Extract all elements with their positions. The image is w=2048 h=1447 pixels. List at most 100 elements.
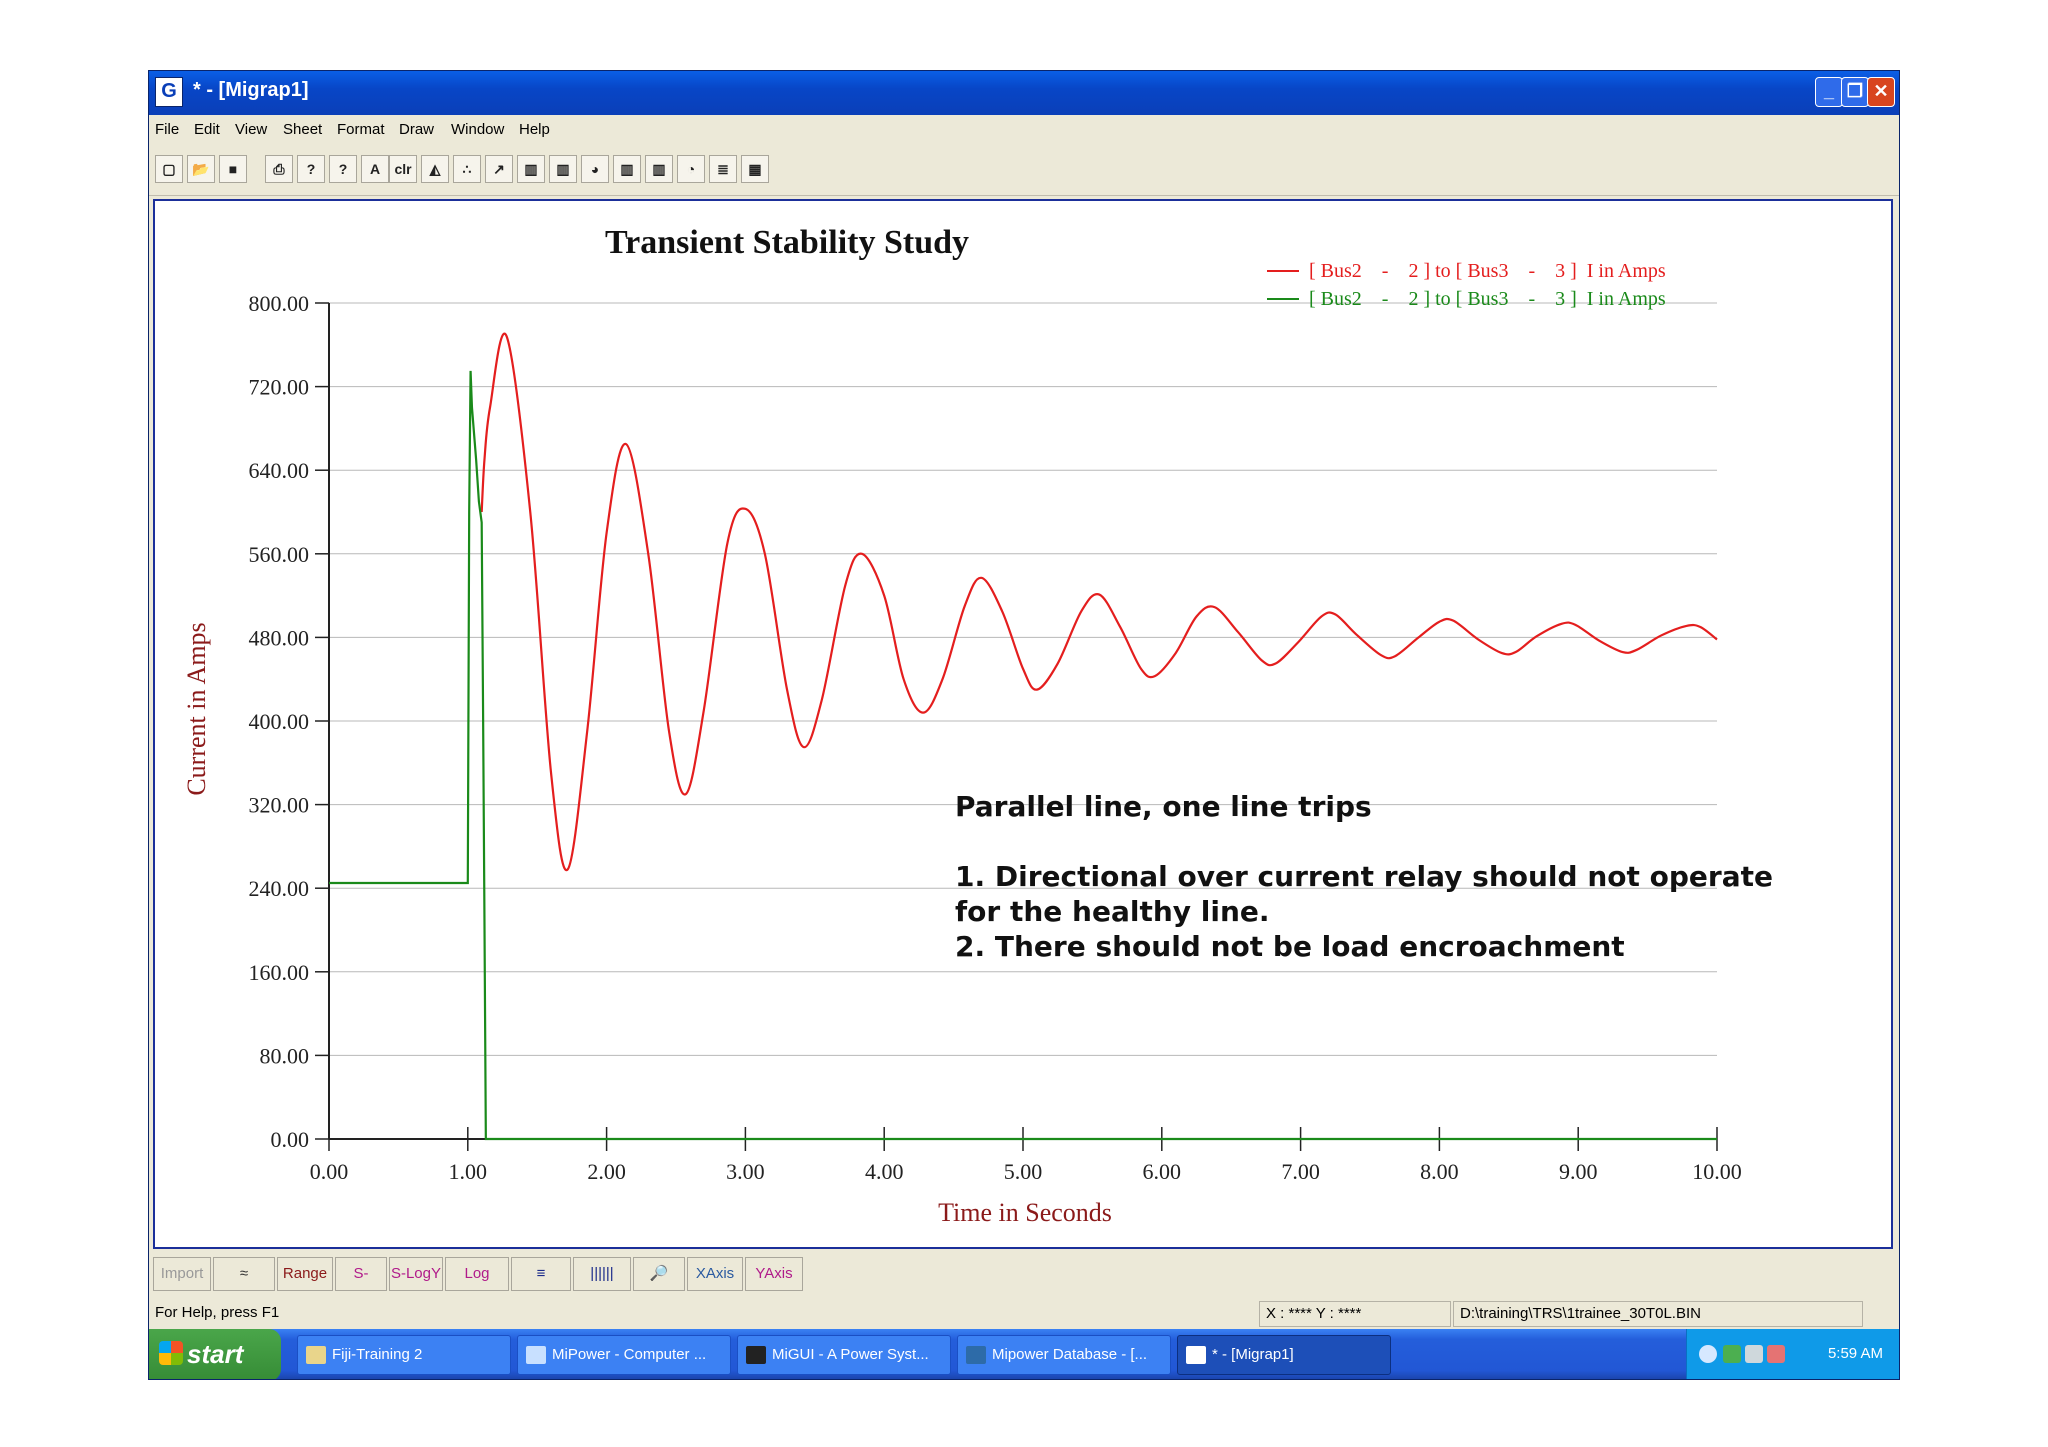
title-bar[interactable]: G * - [Migrap1] _ ❐ ✕ <box>149 71 1899 115</box>
y-axis-button[interactable]: YAxis <box>745 1257 803 1291</box>
semi-log-x-button[interactable]: S-LogX <box>335 1257 387 1314</box>
task-mipower-database[interactable]: Mipower Database - [... <box>957 1335 1171 1375</box>
pie-chart-2-icon[interactable]: ◔ <box>677 155 705 183</box>
task-label: * - [Migrap1] <box>1212 1346 1294 1363</box>
status-help: For Help, press F1 <box>155 1304 280 1321</box>
y-tick-label: 320.00 <box>249 793 310 818</box>
line-chart-icon[interactable]: ↗ <box>485 155 513 183</box>
open-folder-icon[interactable]: 📂 <box>187 155 215 183</box>
close-button[interactable]: ✕ <box>1867 77 1895 107</box>
series-layer <box>329 332 1718 1141</box>
database-icon <box>966 1346 986 1364</box>
x-tick-label: 9.00 <box>1559 1159 1598 1184</box>
context-help-icon[interactable]: ? <box>329 155 357 183</box>
new-file-icon[interactable]: ▢ <box>155 155 183 183</box>
window-title: * - [Migrap1] <box>193 79 309 101</box>
start-button[interactable]: start <box>149 1329 281 1379</box>
y-tick-label: 240.00 <box>249 876 310 901</box>
semi-log-y-button[interactable]: S-LogY <box>389 1257 443 1291</box>
menu-edit[interactable]: Edit <box>194 121 220 138</box>
network-icon[interactable] <box>1723 1345 1741 1363</box>
print-icon[interactable]: ⎙ <box>265 155 293 183</box>
x-tick-label: 6.00 <box>1143 1159 1182 1184</box>
chart-toolbar: Import≈RangeS-LogXS-LogYLog≡||||||🔎XAxis… <box>149 1249 1899 1314</box>
x-tick-label: 3.00 <box>726 1159 765 1184</box>
x-tick-label: 7.00 <box>1281 1159 1320 1184</box>
task-mipower[interactable]: MiPower - Computer ... <box>517 1335 731 1375</box>
task-label: MiPower - Computer ... <box>552 1346 707 1363</box>
status-coords: X : **** Y : **** <box>1259 1301 1451 1327</box>
menu-help[interactable]: Help <box>519 121 550 138</box>
minimize-button[interactable]: _ <box>1815 77 1843 107</box>
status-bar: For Help, press F1 X : **** Y : **** D:\… <box>149 1299 1899 1329</box>
scatter-chart-icon[interactable]: ∴ <box>453 155 481 183</box>
horizontal-grid-button[interactable]: ≡ <box>511 1257 571 1291</box>
windows-flag-icon <box>159 1341 183 1365</box>
legend-label-red: [ Bus2 - 2 ] to [ Bus3 - 3 ] I in Amps <box>1309 260 1666 282</box>
status-file: D:\training\TRS\1trainee_30T0L.BIN <box>1453 1301 1863 1327</box>
save-icon[interactable]: ■ <box>219 155 247 183</box>
text-icon[interactable]: A <box>361 155 389 183</box>
menu-sheet[interactable]: Sheet <box>283 121 323 138</box>
alert-icon[interactable] <box>1767 1345 1785 1363</box>
curve-style-button[interactable]: ≈ <box>213 1257 275 1291</box>
task-label: Fiji-Training 2 <box>332 1346 423 1363</box>
x-tick-label: 10.00 <box>1692 1159 1742 1184</box>
bar-chart-3-icon[interactable]: ▥ <box>613 155 641 183</box>
y-tick-label: 480.00 <box>249 625 310 650</box>
chart-type-icon[interactable]: ▦ <box>741 155 769 183</box>
x-axis-label: Time in Seconds <box>938 1198 1112 1227</box>
log-button[interactable]: Log <box>445 1257 509 1291</box>
menu-format[interactable]: Format <box>337 121 385 138</box>
bar-chart-icon[interactable]: ▥ <box>517 155 545 183</box>
help-icon[interactable]: ? <box>297 155 325 183</box>
menu-file[interactable]: File <box>155 121 180 138</box>
zoom-button[interactable]: 🔎 <box>633 1257 685 1291</box>
x-axis-button[interactable]: XAxis <box>687 1257 743 1291</box>
chevron-left-icon[interactable] <box>1699 1345 1717 1363</box>
bar-chart-4-icon[interactable]: ▥ <box>645 155 673 183</box>
menu-draw[interactable]: Draw <box>399 121 435 138</box>
app-icon <box>526 1346 546 1364</box>
security-icon[interactable] <box>1745 1345 1763 1363</box>
app-icon <box>1186 1346 1206 1364</box>
taskbar: start Fiji-Training 2 MiPower - Computer… <box>149 1329 1899 1379</box>
axes: 0.00 80.00 160.00 240.00 320.00 400.00 480.00 5… <box>249 291 1742 1184</box>
y-tick-label: 0.00 <box>271 1127 310 1152</box>
task-migrap[interactable]: * - [Migrap1] <box>1177 1335 1391 1375</box>
x-tick-label: 8.00 <box>1420 1159 1459 1184</box>
vertical-grid-button[interactable]: |||||| <box>573 1257 631 1291</box>
color-icon[interactable]: clr <box>389 155 417 183</box>
task-fiji-training[interactable]: Fiji-Training 2 <box>297 1335 511 1375</box>
clock: 5:59 AM <box>1827 1345 1883 1362</box>
transient-stability-chart: 0.00 80.00 160.00 240.00 320.00 400.00 480.00 5… <box>182 224 1742 1227</box>
import-button[interactable]: Import <box>153 1257 211 1291</box>
restore-button[interactable]: ❐ <box>1841 77 1869 107</box>
series-line-red <box>480 332 1718 872</box>
x-tick-label: 1.00 <box>449 1159 488 1184</box>
app-icon: G <box>155 77 183 107</box>
legend-label-green: [ Bus2 - 2 ] to [ Bus3 - 3 ] I in Amps <box>1309 288 1666 310</box>
y-tick-label: 640.00 <box>249 458 310 483</box>
bar-chart-2-icon[interactable]: ▥ <box>549 155 577 183</box>
menu-view[interactable]: View <box>235 121 268 138</box>
legend: [ Bus2 - 2 ] to [ Bus3 - 3 ] I in Amps [… <box>1267 260 1666 310</box>
area-chart-icon[interactable]: ◭ <box>421 155 449 183</box>
x-tick-label: 5.00 <box>1004 1159 1043 1184</box>
stacked-chart-icon[interactable]: ≣ <box>709 155 737 183</box>
task-migui[interactable]: MiGUI - A Power Syst... <box>737 1335 951 1375</box>
system-tray: 5:59 AM <box>1686 1329 1899 1379</box>
x-tick-label: 4.00 <box>865 1159 904 1184</box>
pie-chart-icon[interactable]: ◕ <box>581 155 609 183</box>
chart-area: 0.00 80.00 160.00 240.00 320.00 400.00 480.00 5… <box>153 199 1893 1249</box>
range-button[interactable]: Range <box>277 1257 333 1291</box>
x-tick-label: 0.00 <box>310 1159 349 1184</box>
task-label: Mipower Database - [... <box>992 1346 1148 1363</box>
y-tick-label: 80.00 <box>260 1043 310 1068</box>
start-label: start <box>187 1339 244 1369</box>
x-tick-label: 2.00 <box>587 1159 626 1184</box>
y-tick-label: 800.00 <box>249 291 310 316</box>
folder-icon <box>306 1346 326 1364</box>
menu-window[interactable]: Window <box>451 121 505 138</box>
